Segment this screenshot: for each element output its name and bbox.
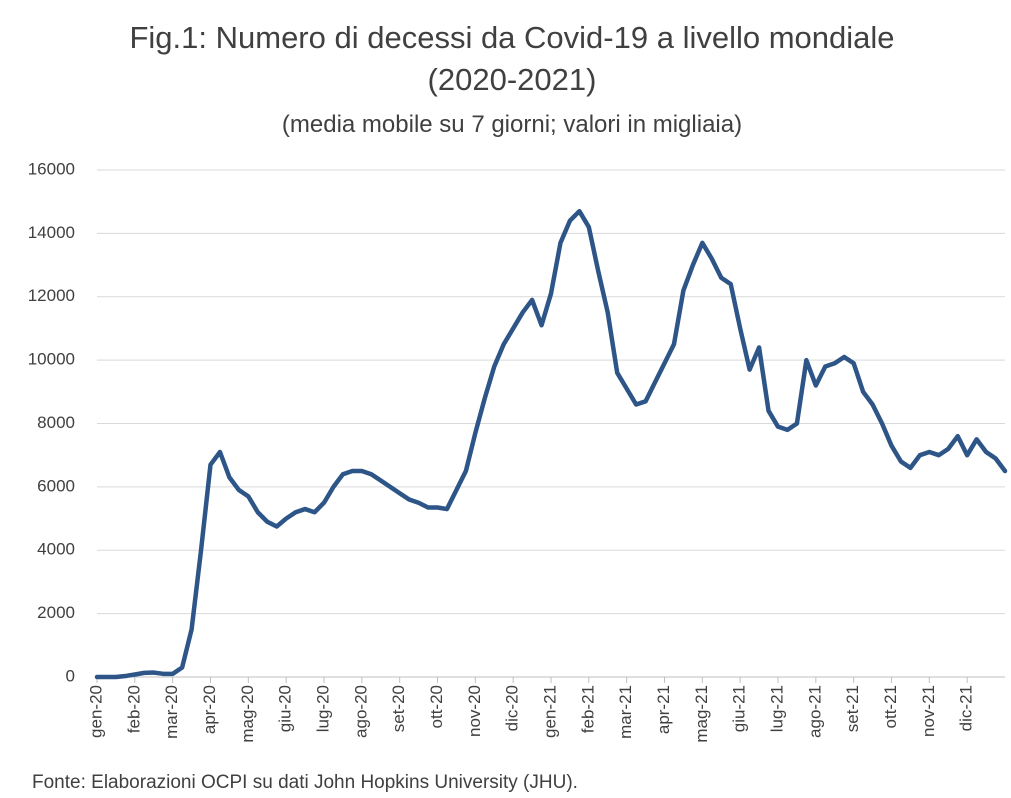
chart-title: (2020-2021) [428,62,597,97]
x-tick-label: dic-20 [503,685,522,731]
x-tick-label: set-21 [843,685,862,732]
y-tick-label: 4000 [37,540,75,559]
x-tick-label: mar-20 [162,685,181,739]
x-tick-label: dic-21 [957,685,976,731]
x-tick-label: feb-20 [124,685,143,733]
x-tick-label: ago-21 [805,685,824,738]
x-tick-label: giu-21 [730,685,749,732]
x-tick-label: ago-20 [351,685,370,738]
x-tick-label: gen-21 [540,685,559,738]
x-tick-label: gen-20 [86,685,105,738]
y-tick-label: 12000 [28,286,75,305]
x-tick-label: nov-20 [465,685,484,737]
y-tick-label: 0 [66,666,75,685]
y-tick-label: 8000 [37,413,75,432]
x-tick-label: lug-20 [313,685,332,732]
x-tick-label: ott-21 [881,685,900,728]
x-tick-label: set-20 [389,685,408,732]
x-tick-label: apr-20 [200,685,219,734]
x-tick-label: giu-20 [276,685,295,732]
y-tick-label: 16000 [28,159,75,178]
x-tick-label: apr-21 [654,685,673,734]
y-tick-label: 6000 [37,476,75,495]
x-tick-label: lug-21 [767,685,786,732]
y-tick-label: 10000 [28,350,75,369]
x-tick-label: mag-20 [238,685,257,743]
y-tick-label: 14000 [28,223,75,242]
x-tick-label: mag-21 [692,685,711,743]
source-note: Fonte: Elaborazioni OCPI su dati John Ho… [32,772,578,793]
y-tick-label: 2000 [37,603,75,622]
data-line [94,208,1008,680]
x-tick-label: feb-21 [578,685,597,733]
x-tick-label: mar-21 [616,685,635,739]
x-tick-label: ott-20 [427,685,446,728]
chart-title: Fig.1: Numero di decessi da Covid-19 a l… [129,20,894,55]
x-tick-label: nov-21 [919,685,938,737]
chart-subtitle: (media mobile su 7 giorni; valori in mig… [282,111,742,138]
